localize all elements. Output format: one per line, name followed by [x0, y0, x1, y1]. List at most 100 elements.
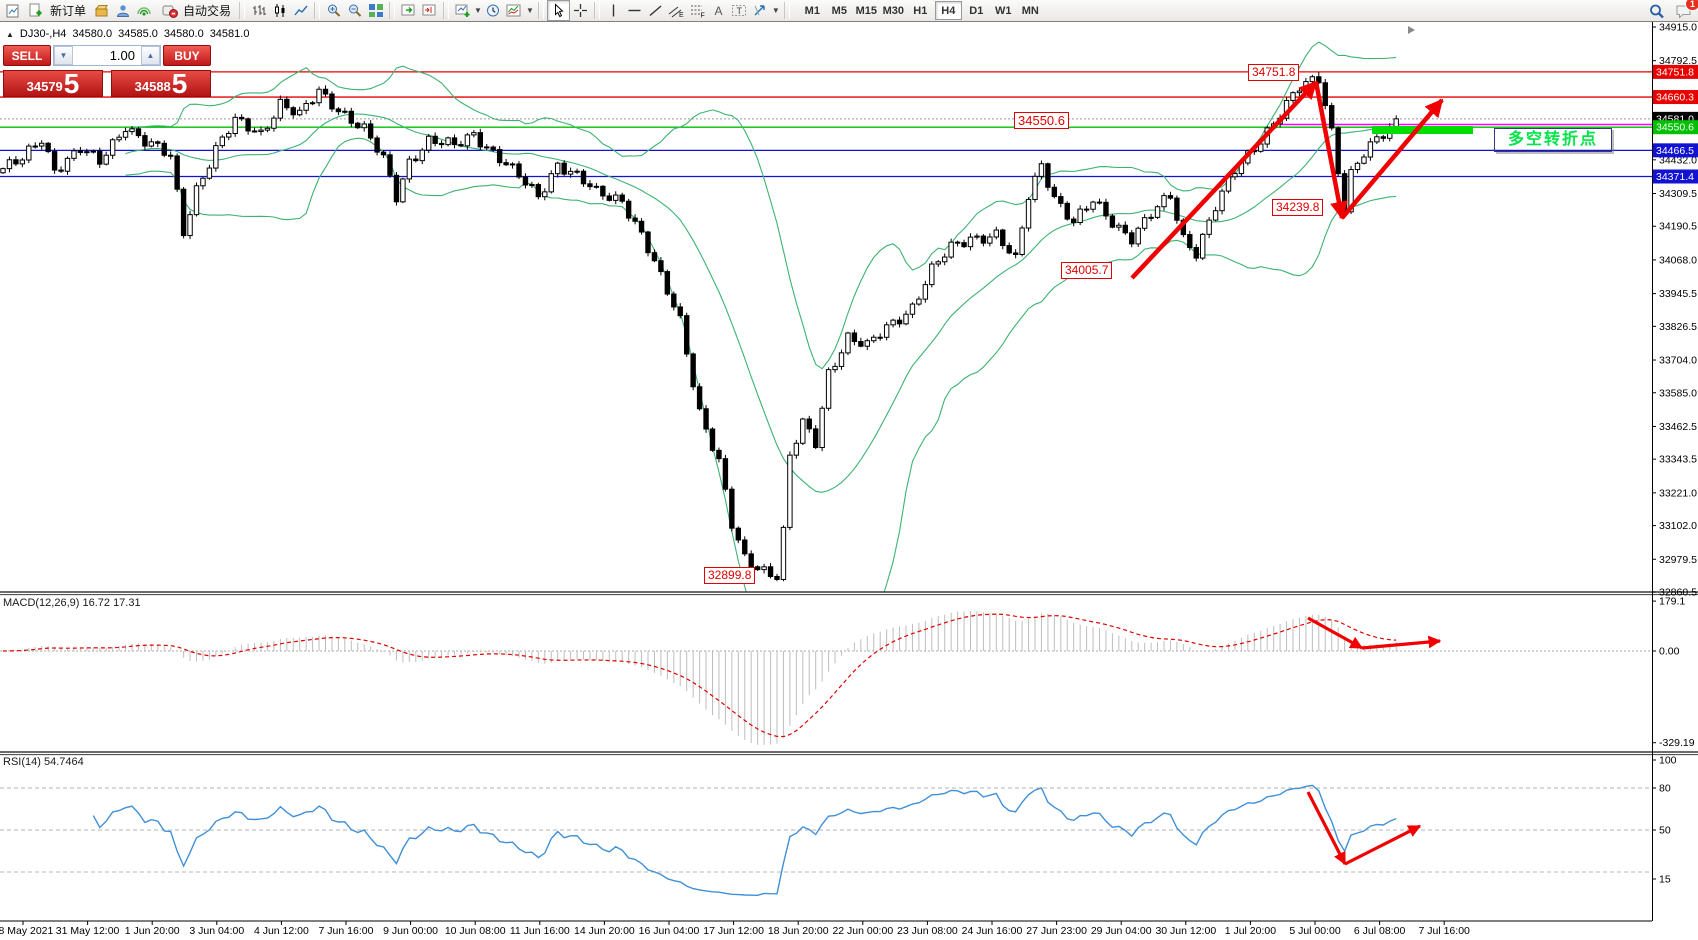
timeframe-D1[interactable]: D1: [969, 4, 984, 17]
svg-text:T: T: [737, 6, 743, 16]
fibonacci-icon[interactable]: F: [687, 1, 708, 20]
separator-rsi[interactable]: [0, 751, 1698, 756]
svg-text:F: F: [700, 13, 704, 19]
timeframe-W1[interactable]: W1: [995, 4, 1012, 17]
timeframe-MN[interactable]: MN: [1021, 4, 1039, 17]
autotrading-label: 自动交易: [183, 4, 232, 18]
chart-window-icon[interactable]: [0, 1, 21, 20]
svg-text:9 Jun 00:00: 9 Jun 00:00: [383, 925, 438, 937]
bar-chart-icon[interactable]: [248, 1, 269, 20]
green-highlight-bar[interactable]: [1372, 126, 1473, 134]
svg-text:80: 80: [1659, 783, 1671, 795]
svg-text:15: 15: [1659, 874, 1671, 886]
chart-shift-icon[interactable]: [419, 1, 440, 20]
crosshair-icon[interactable]: [570, 1, 591, 20]
timeframe-M30[interactable]: M30: [882, 4, 904, 17]
timeframe-H4[interactable]: H4: [934, 1, 962, 20]
sell-price-tile[interactable]: 34579 5: [3, 70, 103, 97]
price-tag-34005[interactable]: 34005.7: [1061, 262, 1113, 279]
svg-text:34466.5: 34466.5: [1656, 145, 1694, 157]
separator-macd[interactable]: [0, 591, 1698, 596]
chart-area[interactable]: 34915.034792.534432.034309.534190.534068…: [0, 22, 1698, 940]
price-low: 34580.0: [163, 28, 204, 40]
timeframe-M1[interactable]: M1: [804, 4, 820, 17]
svg-text:100: 100: [1659, 755, 1677, 767]
price-tag-32899[interactable]: 32899.8: [704, 567, 756, 584]
svg-text:5 Jul 00:00: 5 Jul 00:00: [1289, 925, 1341, 937]
buy-price-tile[interactable]: 34588 5: [111, 70, 211, 97]
volume-decrease-button[interactable]: ▼: [54, 46, 73, 65]
text-icon[interactable]: A: [708, 1, 729, 20]
horizontal-line-icon[interactable]: [624, 1, 645, 20]
line-chart-icon[interactable]: [290, 1, 311, 20]
macd-panel: [0, 611, 1652, 745]
cursor-icon[interactable]: [546, 0, 570, 21]
sell-button[interactable]: SELL: [3, 45, 51, 66]
svg-text:31 May 12:00: 31 May 12:00: [56, 925, 120, 937]
svg-text:33462.5: 33462.5: [1659, 421, 1697, 433]
timeframe-bar: M1 M5 M15 M30 H1 H4 D1 W1 MN: [799, 1, 1044, 20]
price-tag-34239[interactable]: 34239.8: [1272, 199, 1324, 216]
svg-text:34915.0: 34915.0: [1659, 22, 1697, 34]
templates-icon[interactable]: [504, 1, 525, 20]
signals-icon[interactable]: [133, 1, 154, 20]
buy-button[interactable]: BUY: [163, 45, 211, 66]
new-chart-icon[interactable]: [452, 1, 473, 20]
scroll-to-end-marker[interactable]: [1408, 26, 1415, 34]
svg-text:1 Jun 20:00: 1 Jun 20:00: [125, 925, 180, 937]
svg-text:32860.5: 32860.5: [1659, 586, 1697, 598]
trend-arrows-rsi[interactable]: [1306, 791, 1422, 866]
auto-scroll-icon[interactable]: [398, 1, 419, 20]
shapes-icon[interactable]: [750, 1, 771, 20]
svg-text:22 Jun 00:00: 22 Jun 00:00: [832, 925, 893, 937]
accounts-icon[interactable]: [112, 1, 133, 20]
toolbar: 新订单 自动交易: [0, 0, 1698, 22]
equidistant-channel-icon[interactable]: E: [666, 1, 687, 20]
templates-caret[interactable]: ▼: [525, 6, 534, 15]
shapes-caret[interactable]: ▼: [771, 6, 780, 15]
market-watch-icon[interactable]: [91, 1, 112, 20]
price-tag-34751[interactable]: 34751.8: [1248, 64, 1300, 81]
candlestick-chart-icon[interactable]: [269, 1, 290, 20]
price-axis[interactable]: 34915.034792.534432.034309.534190.534068…: [1652, 22, 1698, 921]
trendline-icon[interactable]: [645, 1, 666, 20]
svg-text:33704.0: 33704.0: [1659, 355, 1697, 367]
volume-increase-button[interactable]: ▲: [141, 46, 160, 65]
trend-arrows-main[interactable]: [1130, 80, 1444, 280]
svg-text:33343.5: 33343.5: [1659, 454, 1697, 466]
svg-text:34068.0: 34068.0: [1659, 254, 1697, 266]
buy-price: 34588: [134, 79, 171, 94]
svg-text:33826.5: 33826.5: [1659, 321, 1697, 333]
price-open: 34580.0: [72, 28, 113, 40]
trend-arrows-macd[interactable]: [1307, 616, 1442, 650]
svg-text:10 Jun 08:00: 10 Jun 08:00: [445, 925, 506, 937]
notifications-icon[interactable]: 1: [1673, 0, 1698, 20]
volume-value[interactable]: 1.00: [109, 48, 135, 63]
symbol-arrow-icon: ▲: [6, 29, 14, 39]
svg-text:24 Jun 16:00: 24 Jun 16:00: [962, 925, 1023, 937]
timeframe-H1[interactable]: H1: [913, 4, 928, 17]
volume-stepper: ▼ 1.00 ▲: [53, 45, 161, 66]
notification-badge: 1: [1684, 0, 1698, 11]
buy-price-big-digit: 5: [171, 70, 188, 97]
svg-text:A: A: [714, 4, 722, 18]
svg-text:0.00: 0.00: [1659, 646, 1680, 658]
timeframe-M5[interactable]: M5: [831, 4, 847, 17]
timeframe-M15[interactable]: M15: [855, 4, 877, 17]
zoom-out-icon[interactable]: [344, 1, 365, 20]
bollinger-bands: [125, 41, 1397, 592]
price-tag-34550[interactable]: 34550.6: [1014, 112, 1069, 129]
time-icon[interactable]: [483, 1, 504, 20]
zoom-in-icon[interactable]: [323, 1, 344, 20]
tile-windows-icon[interactable]: [365, 1, 386, 20]
svg-text:33945.5: 33945.5: [1659, 288, 1697, 300]
text-label-icon[interactable]: T: [729, 1, 750, 20]
autotrading-button[interactable]: 自动交易: [154, 1, 236, 20]
vertical-line-icon[interactable]: [603, 1, 624, 20]
note-box[interactable]: 多空转折点: [1494, 128, 1612, 152]
search-icon[interactable]: [1646, 1, 1667, 20]
new-chart-caret[interactable]: ▼: [474, 6, 482, 15]
sell-price-big-digit: 5: [63, 70, 80, 97]
new-order-button[interactable]: 新订单: [21, 1, 91, 20]
